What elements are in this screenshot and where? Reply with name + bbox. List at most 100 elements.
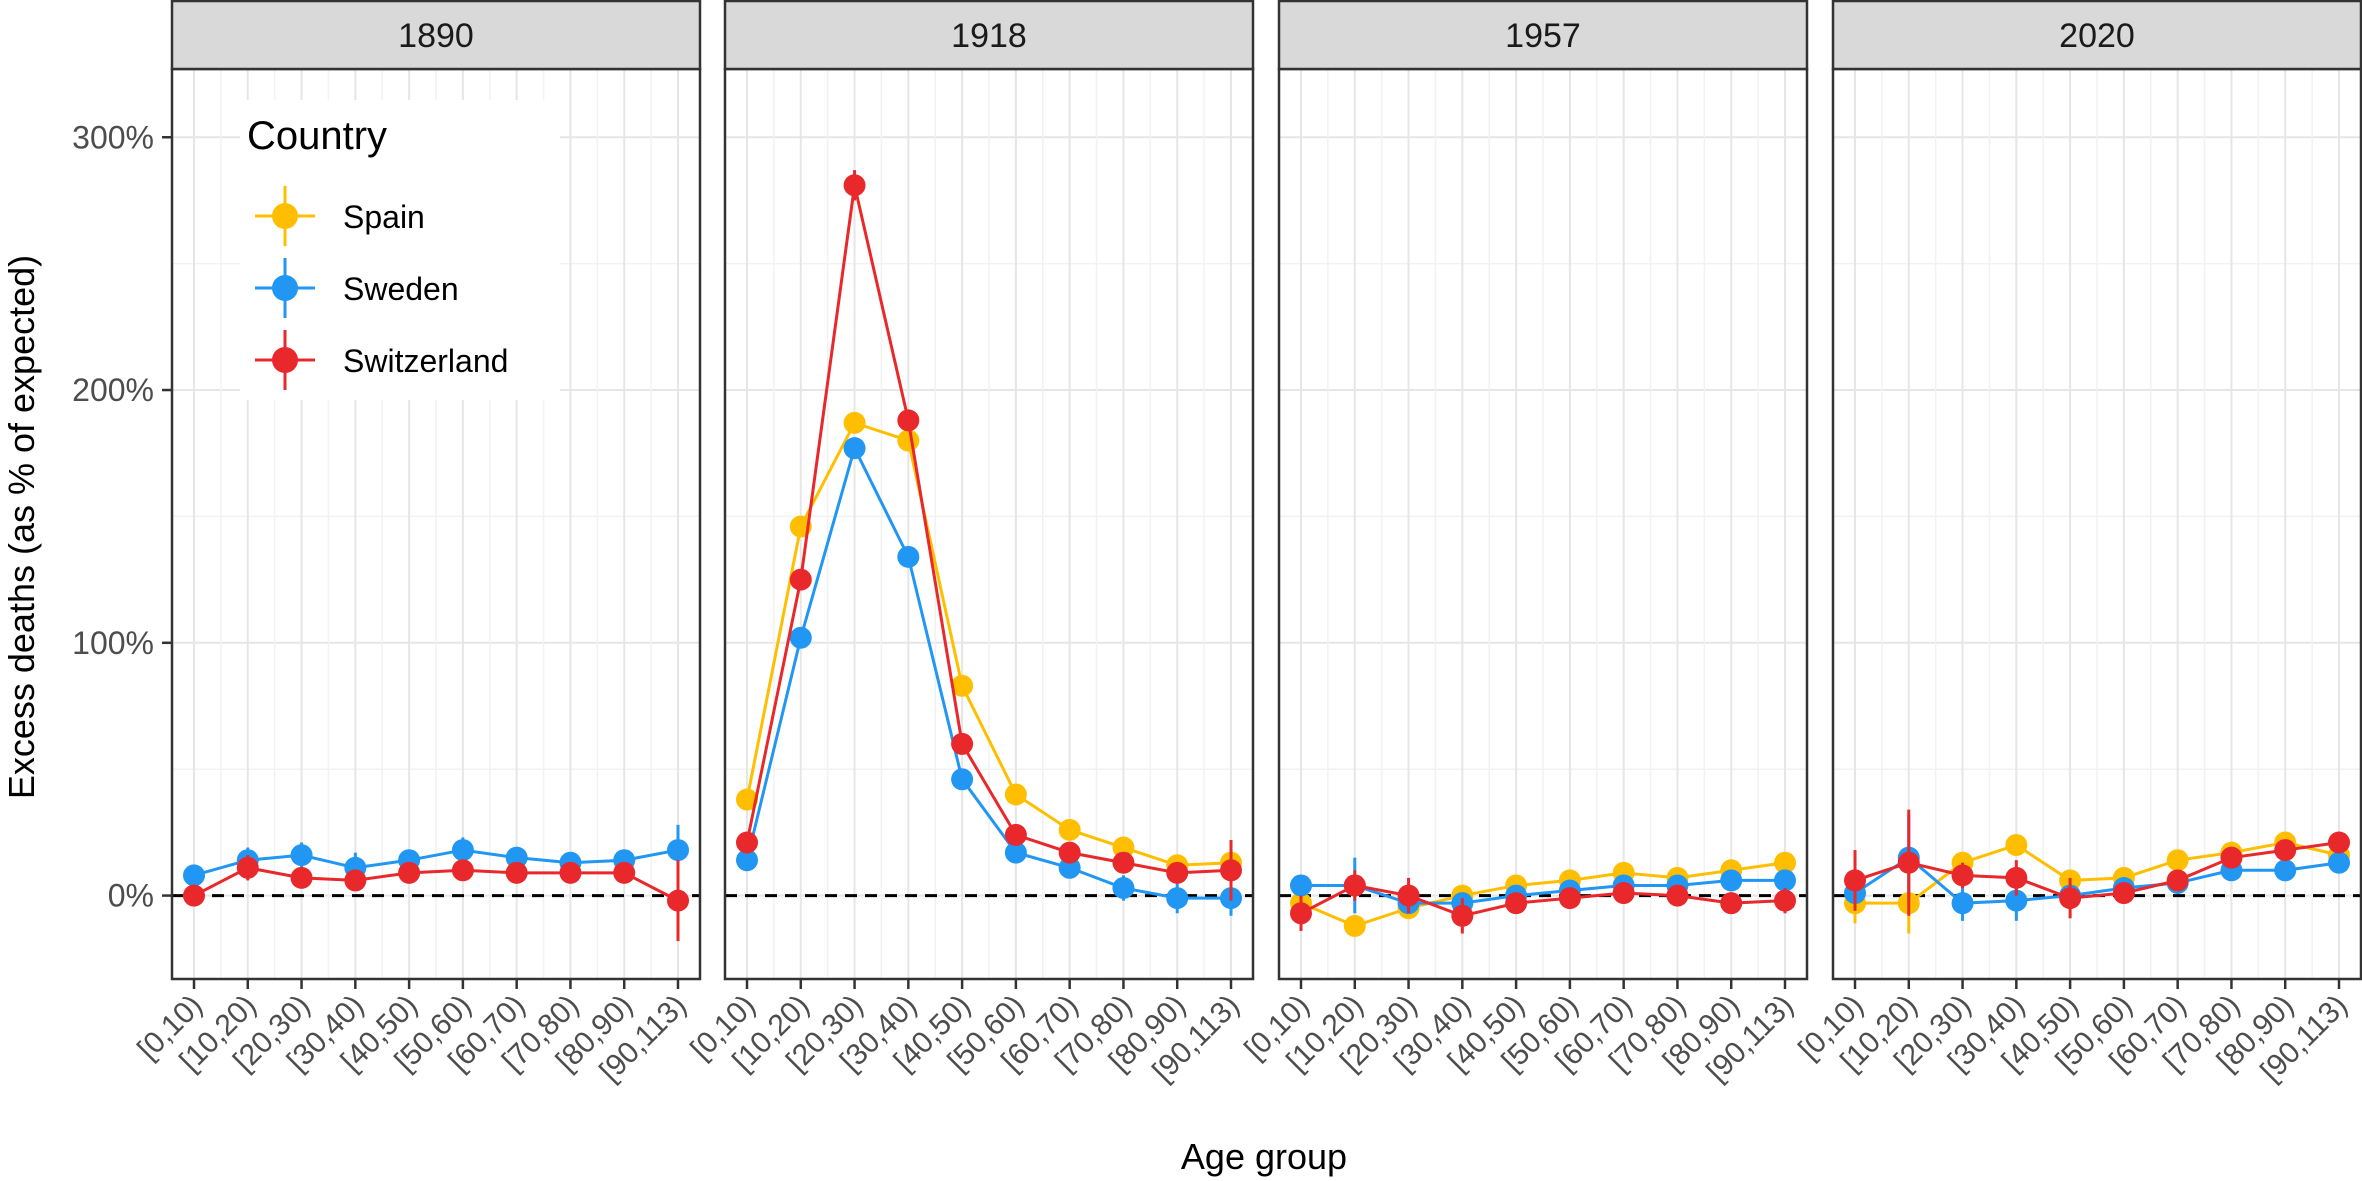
data-point <box>736 788 758 811</box>
data-point <box>1666 884 1689 907</box>
data-point <box>667 839 689 862</box>
y-tick-label: 100% <box>72 625 154 661</box>
series-line <box>745 184 1232 875</box>
series-line <box>193 866 679 902</box>
data-point <box>1343 914 1366 937</box>
data-point <box>897 545 920 568</box>
data-point <box>1112 851 1135 874</box>
data-point <box>505 861 528 884</box>
data-point <box>951 768 974 791</box>
data-point <box>1505 892 1528 915</box>
data-point <box>897 409 920 432</box>
legend: Country Spain Sweden Switzerland <box>240 100 560 400</box>
data-point <box>1058 856 1081 879</box>
data-point <box>1058 818 1081 841</box>
series-line <box>745 444 1231 900</box>
data-point <box>1004 841 1027 864</box>
data-point <box>290 866 313 889</box>
data-point <box>2005 866 2028 889</box>
data-point <box>897 429 920 452</box>
y-tick-label: 300% <box>72 119 154 155</box>
data-point <box>1058 841 1081 864</box>
data-point <box>789 568 812 591</box>
data-point <box>183 884 205 907</box>
data-point <box>1897 851 1920 874</box>
data-point <box>2166 869 2189 892</box>
data-point <box>236 856 259 879</box>
data-point <box>1720 869 1743 892</box>
data-point <box>1397 884 1420 907</box>
data-point <box>1951 864 1974 887</box>
data-point <box>1951 892 1974 915</box>
series-switzerland <box>736 170 1242 901</box>
data-point <box>1451 904 1474 927</box>
data-point <box>1844 869 1866 892</box>
legend-title: Country <box>247 114 387 158</box>
data-point <box>183 864 205 887</box>
data-point <box>290 844 313 867</box>
legend-entry-switzerland: Switzerland <box>255 330 508 390</box>
data-point <box>2059 887 2082 910</box>
series-line <box>1300 883 1786 918</box>
data-point <box>2005 889 2028 912</box>
data-point <box>951 732 974 755</box>
legend-label: Switzerland <box>343 343 508 379</box>
data-point <box>505 846 528 869</box>
facet-strip <box>1831 0 2362 71</box>
data-point <box>789 626 812 649</box>
facet-label: 1957 <box>1505 17 1581 55</box>
y-axis-title: Excess deaths (as % of expected) <box>1 255 42 799</box>
panels-layer: 1890 1918 1957 2020 <box>170 0 2362 981</box>
panel-1957: 1957 <box>1277 0 1809 981</box>
legend-entry-sweden: Sweden <box>255 258 459 318</box>
data-point <box>1612 882 1635 905</box>
data-point <box>1112 836 1135 859</box>
data-point <box>2328 831 2350 854</box>
facet-strip <box>1277 0 1809 71</box>
data-point <box>1774 851 1796 874</box>
data-point <box>451 859 474 882</box>
data-point <box>2274 839 2297 862</box>
data-point <box>843 411 866 434</box>
data-point <box>398 861 421 884</box>
facet-label: 2020 <box>2059 17 2135 55</box>
legend-point-key <box>272 203 298 229</box>
data-point <box>1290 874 1312 897</box>
legend-label: Sweden <box>343 271 459 307</box>
data-point <box>843 174 866 197</box>
legend-background <box>240 100 560 400</box>
data-point <box>1004 823 1027 846</box>
series-line <box>193 848 679 877</box>
data-point <box>451 839 474 862</box>
data-point <box>1220 859 1242 882</box>
series-switzerland <box>1844 809 2350 919</box>
series-line <box>1855 840 2340 905</box>
series-line <box>1300 861 1786 928</box>
data-point <box>1774 869 1796 892</box>
y-tick-label: 0% <box>108 878 154 914</box>
y-tick-label: 200% <box>72 372 154 408</box>
series-line <box>745 421 1232 867</box>
x-axis: [0,10)[10,20)[20,30)[30,40)[40,50)[50,60… <box>131 979 2354 1088</box>
data-point <box>2328 851 2350 874</box>
data-point <box>1720 892 1743 915</box>
facet-label: 1918 <box>951 17 1027 55</box>
data-point <box>559 861 582 884</box>
series-line <box>1301 878 1785 905</box>
data-point <box>2112 882 2135 905</box>
data-point <box>613 861 636 884</box>
data-point <box>1343 874 1366 897</box>
series-sweden <box>183 824 689 887</box>
y-axis: 0% 100% 200% 300% <box>72 119 172 914</box>
legend-label: Spain <box>343 199 425 235</box>
data-point <box>951 674 974 697</box>
data-point <box>1004 783 1027 806</box>
legend-entry-spain: Spain <box>255 186 425 246</box>
data-point <box>1558 887 1581 910</box>
data-point <box>344 869 367 892</box>
data-point <box>736 831 758 854</box>
data-point <box>2220 846 2243 869</box>
series-line <box>1854 855 2340 905</box>
facet-strip <box>170 0 702 71</box>
